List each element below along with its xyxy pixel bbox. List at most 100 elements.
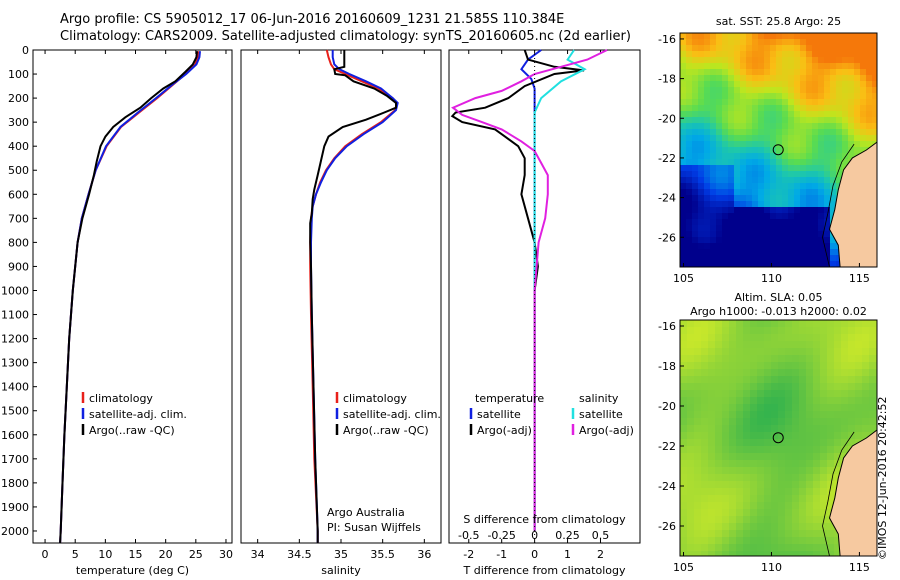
map-cell xyxy=(746,153,753,160)
map-cell xyxy=(841,390,849,398)
map-cell xyxy=(680,255,687,262)
map-cell xyxy=(782,159,789,166)
map-cell xyxy=(722,261,729,268)
map-cell xyxy=(785,432,793,440)
map-cell xyxy=(729,355,737,363)
map-cell xyxy=(818,261,825,268)
x-tick-label: 1 xyxy=(564,548,571,561)
map-cell xyxy=(694,544,702,552)
map-cell xyxy=(799,411,807,419)
y-tick-label: 1600 xyxy=(1,429,29,442)
map-cell xyxy=(820,369,828,377)
map-cell xyxy=(854,39,861,46)
y-tick-label: 1300 xyxy=(1,357,29,370)
map-cell xyxy=(692,69,699,76)
map-cell xyxy=(752,249,759,256)
map-cell xyxy=(854,51,861,58)
map-cell xyxy=(729,404,737,412)
map-cell xyxy=(722,425,730,433)
map-cell xyxy=(680,369,688,377)
map-cell xyxy=(692,165,699,172)
map-cell xyxy=(746,123,753,130)
map-cell xyxy=(818,99,825,106)
map-cell xyxy=(800,189,807,196)
map-cell xyxy=(818,153,825,160)
map-cell xyxy=(736,334,744,342)
map-cell xyxy=(872,63,878,70)
map-cell xyxy=(704,93,711,100)
map-cell xyxy=(848,425,856,433)
map-cell xyxy=(692,255,699,262)
map-cell xyxy=(722,362,730,370)
map-cell xyxy=(830,171,837,178)
x-tick-label: 25 xyxy=(189,548,203,561)
y-tick-label: 1200 xyxy=(1,333,29,346)
map-cell xyxy=(680,33,687,40)
map-cell xyxy=(792,362,800,370)
map-cell xyxy=(752,177,759,184)
map-cell xyxy=(708,362,716,370)
map-cell xyxy=(698,105,705,112)
map-cell xyxy=(792,453,800,461)
map-cell xyxy=(701,355,709,363)
map-cell xyxy=(734,123,741,130)
map-cell xyxy=(866,99,873,106)
map-cell xyxy=(854,141,861,148)
map-cell xyxy=(704,99,711,106)
map-cell xyxy=(771,474,779,482)
map-cell xyxy=(848,111,855,118)
map-cell xyxy=(800,81,807,88)
map-cell xyxy=(686,207,693,214)
map-cell xyxy=(818,219,825,226)
map-cell xyxy=(771,509,779,517)
map-cell xyxy=(770,177,777,184)
map-cell xyxy=(743,320,751,328)
map-cell xyxy=(746,63,753,70)
map-cell xyxy=(687,537,695,545)
map-cell xyxy=(710,129,717,136)
map-cell xyxy=(710,99,717,106)
map-cell xyxy=(729,390,737,398)
map-cell xyxy=(701,397,709,405)
map-cell xyxy=(794,237,801,244)
map-cell xyxy=(752,207,759,214)
map-cell xyxy=(708,383,716,391)
map-cell xyxy=(812,261,819,268)
map-cell xyxy=(743,446,751,454)
map-cell xyxy=(820,411,828,419)
map-cell xyxy=(813,481,821,489)
map-cell xyxy=(830,57,837,64)
map-cell xyxy=(770,231,777,238)
map-cell xyxy=(729,488,737,496)
map-cell xyxy=(680,45,687,52)
map-cell xyxy=(806,383,814,391)
map-cell xyxy=(820,488,828,496)
map-cell xyxy=(794,117,801,124)
map-cell xyxy=(800,111,807,118)
map-cell xyxy=(869,348,877,356)
map-cell xyxy=(820,383,828,391)
map-cell xyxy=(750,537,758,545)
map-cell xyxy=(799,362,807,370)
map-y-tick-label: -20 xyxy=(658,112,676,125)
map-cell xyxy=(806,453,814,461)
map-cell xyxy=(750,341,758,349)
map-cell xyxy=(841,320,849,328)
map-cell xyxy=(728,201,735,208)
map-cell xyxy=(722,231,729,238)
map-cell xyxy=(722,183,729,190)
map-cell xyxy=(758,57,765,64)
map-cell xyxy=(785,502,793,510)
map-cell xyxy=(770,159,777,166)
map-cell xyxy=(800,183,807,190)
map-cell xyxy=(806,33,813,40)
map-cell xyxy=(834,341,842,349)
map-cell xyxy=(776,243,783,250)
map-cell xyxy=(764,544,772,552)
map-cell xyxy=(770,195,777,202)
map-cell xyxy=(740,117,747,124)
map-cell xyxy=(722,177,729,184)
map-cell xyxy=(692,231,699,238)
map-cell xyxy=(750,348,758,356)
map-cell xyxy=(758,225,765,232)
